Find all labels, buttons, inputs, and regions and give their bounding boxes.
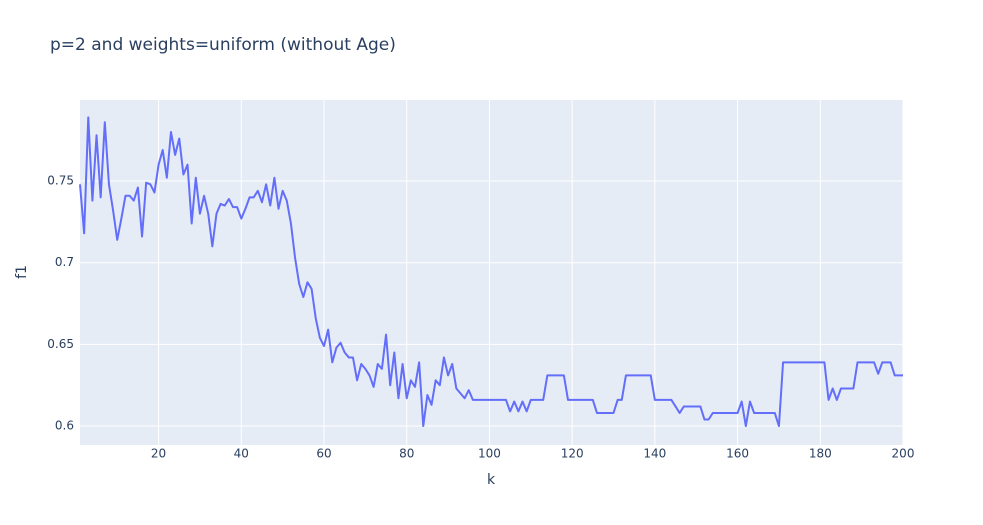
grid [80,100,904,445]
y-axis-title: f1 [14,265,30,279]
x-tick-label: 20 [151,447,166,461]
x-tick-label: 120 [561,447,584,461]
x-tick-label: 160 [726,447,749,461]
chart-title: p=2 and weights=uniform (without Age) [50,35,396,55]
x-tick-label: 140 [643,447,666,461]
x-tick-label: 60 [316,447,331,461]
x-tick-label: 200 [892,447,915,461]
y-tick-label: 0.6 [55,419,74,433]
plot-area [80,100,903,445]
y-tick-label: 0.7 [55,255,74,269]
x-tick-label: 80 [399,447,414,461]
y-tick-label: 0.65 [47,337,74,351]
x-tick-label: 100 [478,447,501,461]
x-tick-label: 180 [809,447,832,461]
y-tick-label: 0.75 [47,174,74,188]
x-tick-label: 40 [234,447,249,461]
x-axis-title: k [487,472,496,488]
line-series [79,116,903,428]
